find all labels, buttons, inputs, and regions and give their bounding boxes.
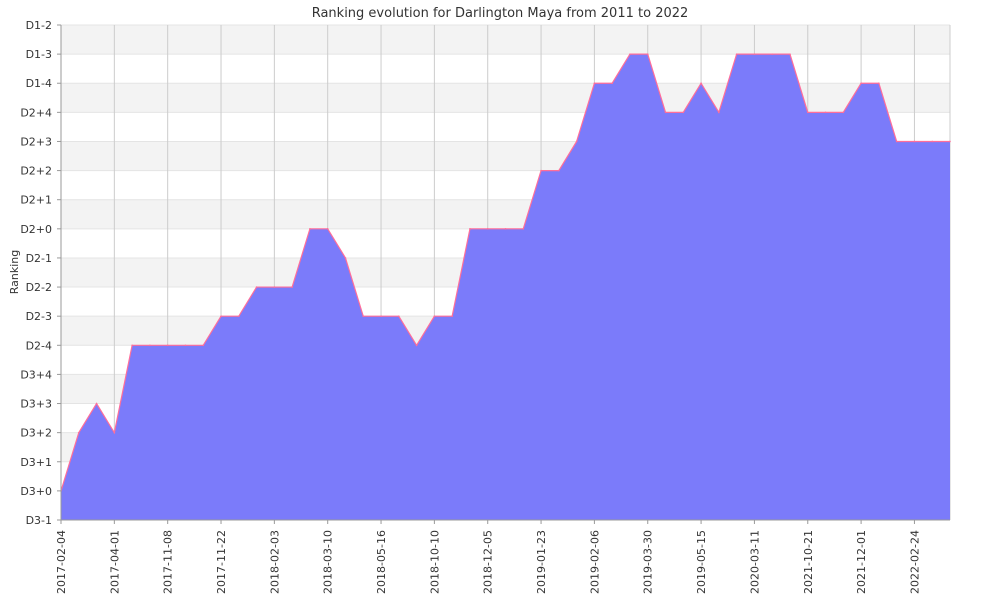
x-tick-label: 2017-11-08 (162, 530, 175, 594)
data-point (326, 228, 329, 230)
data-point (895, 140, 898, 143)
chart-area-layer (60, 53, 951, 521)
data-point (362, 315, 365, 317)
y-tick-label: D3+4 (20, 368, 52, 381)
data-point (806, 111, 809, 114)
y-tick-label: D2-2 (26, 281, 52, 294)
data-point (166, 344, 169, 347)
chart-band (61, 25, 950, 55)
y-tick-label: D2+3 (20, 135, 52, 148)
data-point (913, 140, 916, 143)
data-point (415, 344, 418, 347)
data-point (398, 315, 400, 317)
data-point (842, 111, 845, 114)
data-point (789, 53, 791, 55)
y-tick-label: D2+1 (20, 194, 52, 207)
data-point (735, 53, 738, 55)
chart-axes: D3-1 D3+0 D3+1 D3+2 D3+3 D3+4 D2-4 D2-3 D2-2 D2-1… (20, 19, 950, 594)
chart-title: Ranking evolution for Darlington Maya fr… (312, 6, 689, 21)
data-point (255, 286, 258, 288)
data-point (433, 315, 436, 317)
x-tick-label: 2022-02-24 (908, 530, 921, 594)
x-tick-label: 2017-04-01 (108, 530, 121, 594)
data-point (575, 140, 578, 143)
x-tick-label: 2017-02-04 (55, 530, 68, 594)
x-tick-label: 2020-03-11 (748, 530, 761, 594)
y-tick-label: D2-1 (26, 252, 52, 265)
data-point (949, 140, 951, 143)
x-tick-label: 2018-12-05 (482, 530, 495, 594)
y-tick-label: D1-2 (26, 19, 52, 32)
data-point (646, 53, 649, 55)
data-point (878, 82, 880, 85)
x-tick-label: 2021-10-21 (802, 530, 815, 594)
data-point (131, 344, 133, 347)
y-tick-label: D3+3 (20, 398, 52, 411)
x-tick-label: 2019-01-23 (535, 530, 548, 594)
x-tick-label: 2019-03-30 (642, 530, 655, 594)
x-tick-label: 2018-02-03 (268, 530, 281, 594)
x-tick-label: 2017-11-22 (215, 530, 228, 594)
data-point (469, 228, 471, 230)
data-point (753, 53, 756, 55)
x-tick-label: 2018-03-10 (322, 530, 335, 594)
data-point (700, 82, 702, 85)
data-point (860, 82, 862, 85)
y-tick-label: D3+0 (20, 485, 52, 498)
data-point (664, 111, 667, 114)
data-point (344, 257, 347, 259)
data-point (931, 140, 934, 143)
data-point (486, 228, 489, 230)
data-point (771, 53, 773, 55)
data-point (238, 315, 240, 317)
y-tick-label: D2-4 (26, 339, 52, 352)
data-point (77, 431, 80, 434)
data-point (824, 111, 827, 114)
y-tick-label: D1-3 (26, 48, 52, 61)
data-point (380, 315, 382, 317)
data-point (451, 315, 453, 317)
y-tick-label: D2+4 (20, 106, 52, 119)
data-point (149, 344, 151, 347)
x-tick-label: 2021-12-01 (855, 530, 868, 594)
y-tick-label: D2-3 (26, 310, 52, 323)
data-point (611, 82, 613, 85)
data-point (504, 228, 507, 230)
y-tick-label: D2+0 (20, 223, 52, 236)
data-point (540, 169, 542, 172)
data-point (291, 286, 293, 288)
y-tick-label: D2+2 (20, 165, 52, 178)
data-point (682, 111, 685, 114)
data-point (558, 169, 560, 172)
x-tick-label: 2019-05-15 (695, 530, 708, 594)
series-area (61, 54, 950, 521)
y-tick-label: D1-4 (26, 77, 52, 90)
data-point (95, 402, 98, 405)
x-tick-label: 2019-02-06 (588, 530, 601, 594)
chart-band (61, 83, 950, 113)
y-tick-label: D3+2 (20, 427, 52, 440)
data-point (522, 228, 525, 230)
data-point (184, 344, 187, 347)
y-tick-label: D3+1 (20, 456, 52, 469)
x-tick-label: 2018-05-16 (375, 530, 388, 594)
data-point (718, 111, 720, 114)
x-tick-label: 2018-10-10 (428, 530, 441, 594)
y-tick-label: D3-1 (26, 514, 52, 527)
data-point (220, 315, 222, 317)
y-axis-label: Ranking (8, 250, 21, 295)
data-point (629, 53, 631, 55)
data-point (202, 344, 205, 347)
data-point (309, 228, 311, 230)
data-point (593, 82, 596, 85)
data-point (113, 431, 116, 434)
data-point (273, 286, 276, 288)
